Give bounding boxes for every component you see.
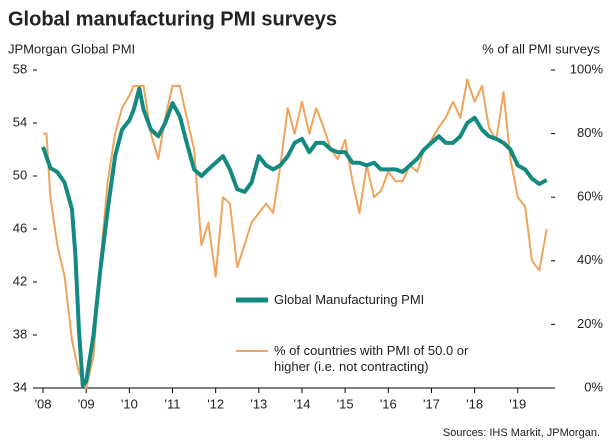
data-line [41,86,548,388]
x-tick-label: '13 [250,396,267,411]
chart-title: Global manufacturing PMI surveys [8,8,337,30]
y-axis-label: JPMorgan Global PMI [8,41,135,56]
x-tick-label: '19 [509,396,526,411]
y-tick-label: 58 [13,61,27,76]
y2-tick-label: 60% [577,189,603,204]
x-tick-label: '08 [35,396,52,411]
y2-axis-label: % of all PMI surveys [482,41,600,56]
x-tick-label: '12 [207,396,224,411]
y-tick-label: 46 [13,220,27,235]
x-tick-label: '09 [78,396,95,411]
x-tick-label: '18 [466,396,483,411]
y-tick-label: 38 [13,326,27,341]
source: Sources: IHS Markit, JPMorgan. [443,427,600,439]
x-tick-label: '15 [337,396,354,411]
x-tick-label: '17 [423,396,440,411]
y2-tick-label: 20% [577,316,603,331]
y-tick-label: 50 [13,167,27,182]
y-tick-label: 54 [13,114,27,129]
y2-tick-label: 40% [577,252,603,267]
y-tick-label: 34 [13,379,27,394]
x-tick-label: '14 [294,396,311,411]
x-tick-label: '16 [380,396,397,411]
y2-tick-label: 80% [577,125,603,140]
data-line [43,78,548,389]
x-tick-label: '11 [165,396,181,411]
x-tick-label: '10 [121,396,138,411]
legend-label: % of countries with PMI of 50.0 or highe… [274,343,469,374]
y2-tick-label: 100% [570,61,604,76]
legend-label: Global Manufacturing PMI [274,292,425,307]
y-tick-label: 42 [13,273,27,288]
y2-tick-label: 0% [584,379,603,394]
